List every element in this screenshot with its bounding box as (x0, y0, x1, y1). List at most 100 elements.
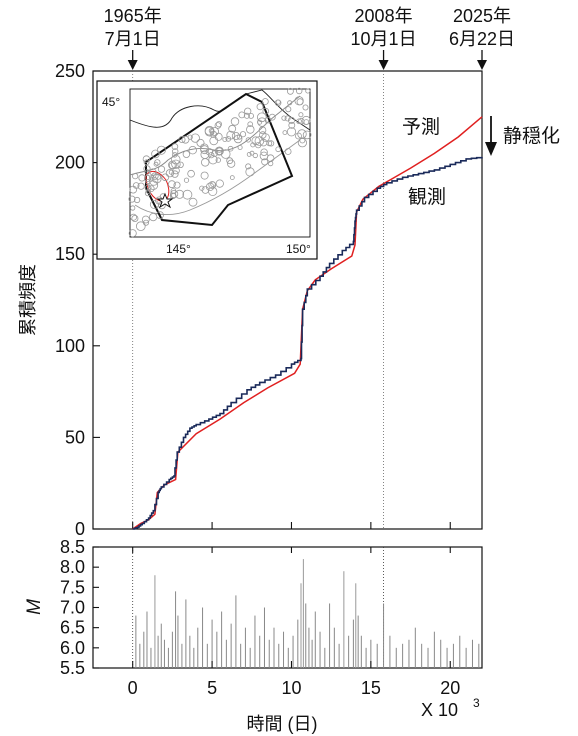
epicenter-marker (129, 185, 138, 194)
magnitude-y-axis-label: M (24, 599, 45, 615)
epicenter-marker (260, 148, 268, 156)
epicenter-marker (182, 189, 193, 200)
epicenter-marker (145, 188, 151, 194)
series-label-observed: 観測 (408, 186, 446, 208)
epicenter-marker (299, 137, 306, 144)
date-arrow-head (127, 60, 138, 70)
epicenter-marker (183, 177, 190, 183)
epicenter-marker (230, 117, 240, 126)
epicenter-marker (248, 113, 255, 119)
epicenter-marker (171, 159, 181, 170)
series-label-predicted: 予測 (402, 116, 440, 138)
date-arrow-head (378, 60, 389, 70)
epicenter-marker (196, 138, 205, 147)
epicenter-marker (182, 150, 191, 158)
epicenter-marker (246, 151, 252, 157)
epicenter-marker (157, 165, 166, 173)
epicenter-marker (188, 197, 198, 207)
epicenter-marker (258, 126, 267, 134)
x-multiplier-label: X 10 (421, 700, 458, 720)
epicenter-marker (284, 115, 291, 122)
epicenter-marker (210, 127, 220, 136)
epicenter-marker (249, 150, 255, 156)
epicenter-marker (199, 185, 205, 191)
epicenter-marker (128, 229, 137, 238)
epicenter-marker (226, 157, 234, 165)
epicenter-marker (208, 155, 218, 165)
epicenter-marker (267, 160, 274, 167)
epicenter-marker (151, 172, 159, 180)
epicenter-marker (144, 190, 151, 197)
epicenter-marker (161, 173, 170, 182)
epicenter-marker (298, 112, 304, 118)
epicenter-marker (151, 149, 160, 159)
epicenter-marker (145, 179, 151, 185)
inset-lat-label: 45° (102, 95, 120, 109)
date-annotation-line: 10月1日 (351, 29, 417, 49)
vertical-guide-lines (132, 71, 384, 529)
x-multiplier-exponent: 3 (473, 696, 480, 710)
observed-line (132, 156, 483, 530)
epicenter-marker (256, 103, 264, 111)
y-tick-label: 250 (55, 61, 85, 81)
date-annotations: 1965年 7月1日 2008年 10月1日 2025年 6月22日 (104, 6, 515, 70)
x-tick-label: 0 (128, 678, 138, 698)
epicenter-marker (209, 136, 219, 146)
epicenter-marker (246, 125, 255, 134)
epicenter-marker (130, 205, 136, 211)
epicenter-marker (138, 174, 146, 182)
cumulative-series (132, 116, 483, 530)
epicenter-marker (167, 180, 176, 189)
date-annotation-line: 6月22日 (449, 29, 515, 49)
epicenter-marker (261, 133, 270, 142)
epicenter-marker (297, 129, 307, 139)
date-annotation-line: 7月1日 (105, 29, 161, 49)
x-tick-label: 5 (207, 678, 217, 698)
y-tick-label: 0 (75, 519, 85, 539)
epicenter-marker (134, 196, 141, 204)
inset-map-content (128, 87, 312, 238)
epicenter-marker (286, 127, 297, 137)
epicenter-marker (245, 163, 252, 170)
epicenter-marker (205, 148, 214, 156)
epicenter-marker (287, 116, 295, 124)
epicenter-marker (156, 211, 164, 220)
epicenter-marker (204, 125, 215, 136)
epicenter-marker (171, 143, 179, 150)
coastline (129, 89, 311, 131)
epicenter-marker (149, 168, 157, 176)
y-tick-label: 200 (55, 153, 85, 173)
epicenter-marker (147, 185, 155, 193)
magnitude-bars (135, 559, 480, 668)
epicenter-marker (296, 87, 303, 95)
epicenter-marker (244, 107, 252, 115)
epicenter-marker (136, 221, 146, 232)
epicenter-marker (284, 148, 292, 155)
epicenter-marker (171, 148, 179, 155)
epicenter-marker (190, 133, 200, 143)
m-tick-label: 5.5 (60, 658, 85, 678)
epicenter-marker (259, 151, 269, 161)
star-icon (156, 192, 174, 209)
epicenter-marker (262, 107, 270, 115)
cumulative-y-axis-label: 累積頻度 (18, 264, 38, 336)
epicenter-marker (298, 117, 305, 125)
epicenter-marker (177, 161, 184, 168)
epicenter-marker (305, 88, 311, 94)
epicenter-marker (131, 214, 139, 222)
x-tick-label: 10 (281, 678, 301, 698)
x-tick-label: 15 (361, 678, 381, 698)
epicenter-marker (170, 189, 179, 198)
epicenter-marker (267, 140, 275, 147)
cumulative-y-axis: 0 50 100 150 200 250 (55, 61, 451, 539)
inset-map: 45° 145° 150° (96, 80, 318, 260)
date-arrow-head (477, 60, 487, 70)
epicenter-marker (287, 100, 293, 106)
epicenter-marker (302, 104, 309, 111)
epicenter-marker (245, 167, 255, 177)
x-tick-label: 20 (440, 678, 460, 698)
epicenter-marker (226, 130, 236, 140)
epicenter-marker (294, 96, 304, 106)
epicenter-marker (143, 159, 150, 166)
